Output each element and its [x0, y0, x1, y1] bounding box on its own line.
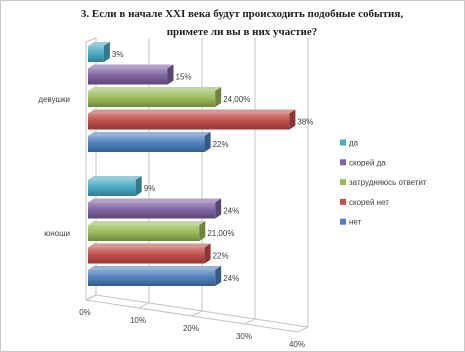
bar-front-face	[88, 68, 168, 85]
bar-girls-rather-yes	[88, 64, 174, 85]
bar-top-face	[88, 198, 222, 203]
gridline	[244, 38, 256, 325]
gridline	[297, 38, 309, 333]
bar-end-face	[215, 87, 222, 107]
bar-end-face	[289, 109, 296, 130]
bar-top-face	[88, 109, 296, 114]
bar-front-face	[88, 180, 136, 196]
bar-end-face	[199, 221, 206, 241]
data-label-girls-yes: 3%	[112, 50, 124, 59]
bar-girls-yes	[88, 42, 110, 62]
x-tick-label: 10%	[130, 316, 146, 325]
bar-top-face	[88, 87, 222, 91]
bar-front-face	[88, 91, 216, 107]
legend-label: да	[349, 139, 359, 148]
wall-top-edge	[85, 37, 97, 43]
legend-swatch	[340, 159, 346, 166]
data-label-girls-no: 22%	[213, 140, 229, 149]
bar-end-face	[167, 64, 174, 85]
data-label-girls-hard-to-say: 24,00%	[223, 95, 250, 104]
legend-item-no: нет	[340, 218, 362, 227]
bar-end-face	[215, 266, 222, 286]
bar-top-face	[88, 132, 211, 136]
legend-swatch	[340, 198, 346, 205]
bar-front-face	[88, 225, 200, 241]
bar-end-face	[204, 132, 211, 152]
legend-swatch	[340, 179, 346, 186]
legend-swatch	[340, 139, 346, 146]
legend-label: нет	[349, 218, 362, 227]
bar-top-face	[88, 176, 142, 180]
data-label-girls-rather-no: 38%	[297, 118, 313, 127]
category-label-girls: девушки	[38, 95, 70, 104]
bar-girls-hard-to-say	[88, 87, 222, 107]
bar-front-face	[88, 247, 205, 264]
bar-end-face	[135, 176, 142, 196]
legend-item-yes: да	[340, 139, 359, 148]
legend-item-rather-yes: скорей да	[340, 158, 386, 167]
legend-item-rather-no: скорей нет	[340, 198, 389, 207]
bar-boys-yes	[88, 176, 142, 196]
data-label-boys-rather-no: 22%	[213, 252, 229, 261]
legend-label: затрудняюсь ответит	[349, 178, 427, 187]
bar-front-face	[88, 270, 216, 286]
data-label-boys-yes: 9%	[144, 184, 156, 193]
bar-top-face	[88, 221, 206, 225]
x-tick-label: 40%	[289, 340, 305, 349]
legend: да скорей да затрудняюсь ответит скорей нет…	[340, 139, 427, 227]
bar-end-face	[103, 42, 110, 62]
legend-item-hard-to-say: затрудняюсь ответит	[340, 178, 427, 187]
bar-girls-rather-no	[88, 109, 296, 130]
x-tick-label: 0%	[79, 308, 91, 317]
data-label-boys-hard-to-say: 21,00%	[207, 229, 234, 238]
category-label-boys: юноши	[44, 229, 70, 238]
bar-front-face	[88, 136, 205, 152]
bar-top-face	[88, 243, 211, 248]
data-label-girls-rather-yes: 15%	[176, 73, 192, 82]
bar-boys-rather-no	[88, 243, 211, 264]
x-tick-label: 30%	[236, 332, 252, 341]
data-label-boys-rather-yes: 24%	[223, 207, 239, 216]
legend-label: скорей нет	[349, 198, 389, 207]
data-label-boys-no: 24%	[223, 274, 239, 283]
bar-front-face	[88, 202, 216, 219]
legend-label: скорей да	[349, 158, 386, 167]
bar-top-face	[88, 42, 110, 46]
legend-swatch	[340, 218, 346, 225]
bar-top-face	[88, 64, 174, 69]
x-tick-label: 20%	[183, 324, 199, 333]
bar-boys-hard-to-say	[88, 221, 206, 241]
bar-end-face	[204, 243, 211, 264]
bar-front-face	[88, 113, 290, 130]
bar-boys-rather-yes	[88, 198, 222, 219]
bar-top-face	[88, 266, 222, 270]
bar-boys-no	[88, 266, 222, 286]
bar-front-face	[88, 46, 104, 62]
chart-title: 3. Если в начале XXI века будут происход…	[80, 8, 404, 38]
bar-end-face	[215, 198, 222, 219]
bar-girls-no	[88, 132, 211, 152]
